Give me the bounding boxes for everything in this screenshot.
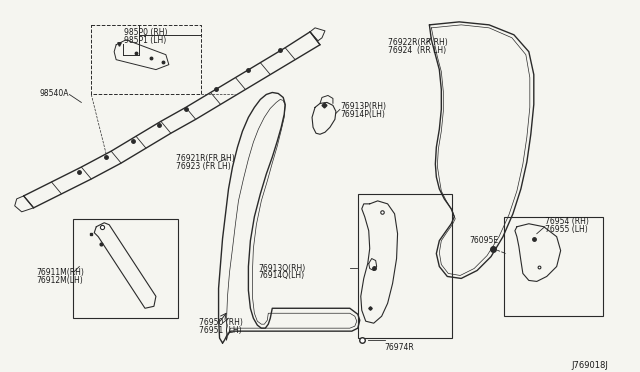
Text: 76921R(FR RH): 76921R(FR RH) (176, 154, 234, 163)
Text: J769018J: J769018J (572, 361, 609, 370)
Text: 76095E: 76095E (469, 236, 499, 245)
Text: 985P0 (RH): 985P0 (RH) (124, 28, 168, 37)
Text: 76951 (LH): 76951 (LH) (198, 326, 241, 335)
Text: 98540A: 98540A (40, 90, 69, 99)
Bar (504, 217, 604, 316)
Text: 76913Q(RH): 76913Q(RH) (259, 263, 305, 273)
Text: 76922R(RR RH): 76922R(RR RH) (388, 38, 447, 47)
Text: 76914Q(LH): 76914Q(LH) (259, 272, 305, 280)
Bar (74, 219, 178, 318)
Bar (358, 194, 452, 338)
Text: 76923 (FR LH): 76923 (FR LH) (176, 162, 230, 171)
Text: 76913P(RH): 76913P(RH) (340, 102, 386, 112)
Text: 76914P(LH): 76914P(LH) (340, 110, 385, 119)
Text: 76912M(LH): 76912M(LH) (36, 276, 83, 285)
Text: 76955 (LH): 76955 (LH) (545, 225, 588, 234)
Text: 76950 (RH): 76950 (RH) (198, 318, 243, 327)
Text: 985P1 (LH): 985P1 (LH) (124, 36, 166, 45)
Text: 76924  (RR LH): 76924 (RR LH) (388, 46, 445, 55)
Text: 76911M(RH): 76911M(RH) (36, 269, 84, 278)
Text: 76974R: 76974R (385, 343, 414, 352)
Text: 76954 (RH): 76954 (RH) (545, 217, 589, 226)
